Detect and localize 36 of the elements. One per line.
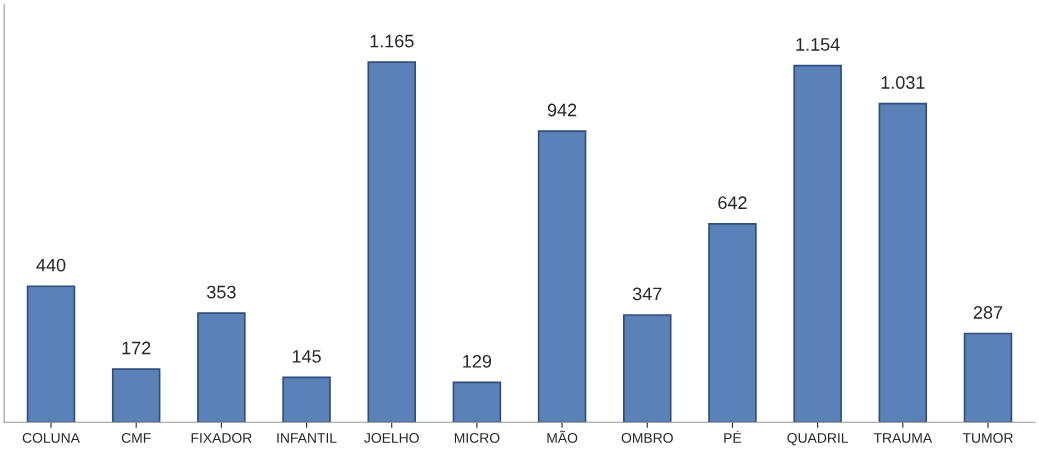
x-tick-label: FIXADOR: [191, 433, 252, 443]
bar: [282, 376, 331, 423]
data-label: 347: [632, 287, 662, 301]
bar: [452, 381, 502, 423]
data-label: 942: [547, 103, 577, 117]
data-label: 145: [292, 350, 321, 363]
x-tick-label: JOELHO: [364, 433, 419, 443]
data-label: 287: [973, 306, 1003, 319]
x-tick-label: MÃO: [547, 430, 578, 443]
data-label: 129: [463, 354, 492, 368]
x-tick-label: TRAUMA: [873, 433, 933, 443]
bar: [111, 368, 161, 423]
x-tick-label: INFANTIL: [277, 433, 337, 443]
bar: [793, 64, 842, 423]
bar: [878, 102, 928, 423]
data-label: 1.031: [881, 76, 925, 89]
data-label: 172: [122, 341, 151, 355]
data-label: 353: [206, 285, 236, 299]
bar: [963, 332, 1013, 423]
x-tick-label: CMF: [121, 433, 151, 443]
bar: [708, 222, 757, 423]
x-tick-label: TUMOR: [962, 433, 1013, 443]
bar: [197, 312, 246, 423]
data-label: 642: [718, 196, 747, 210]
bar: [26, 285, 76, 423]
x-tick-label: PÉ: [724, 430, 742, 443]
data-label: 1.165: [370, 34, 414, 48]
data-label: 440: [36, 258, 66, 272]
bar: [623, 314, 672, 423]
x-tick-label: MICRO: [454, 433, 500, 443]
x-tick-label: COLUNA: [22, 433, 80, 443]
bar: [537, 130, 587, 423]
bar: [367, 61, 416, 423]
data-label: 1.154: [796, 38, 840, 51]
x-tick-label: QUADRIL: [787, 433, 849, 446]
x-tick-label: OMBRO: [621, 433, 673, 443]
